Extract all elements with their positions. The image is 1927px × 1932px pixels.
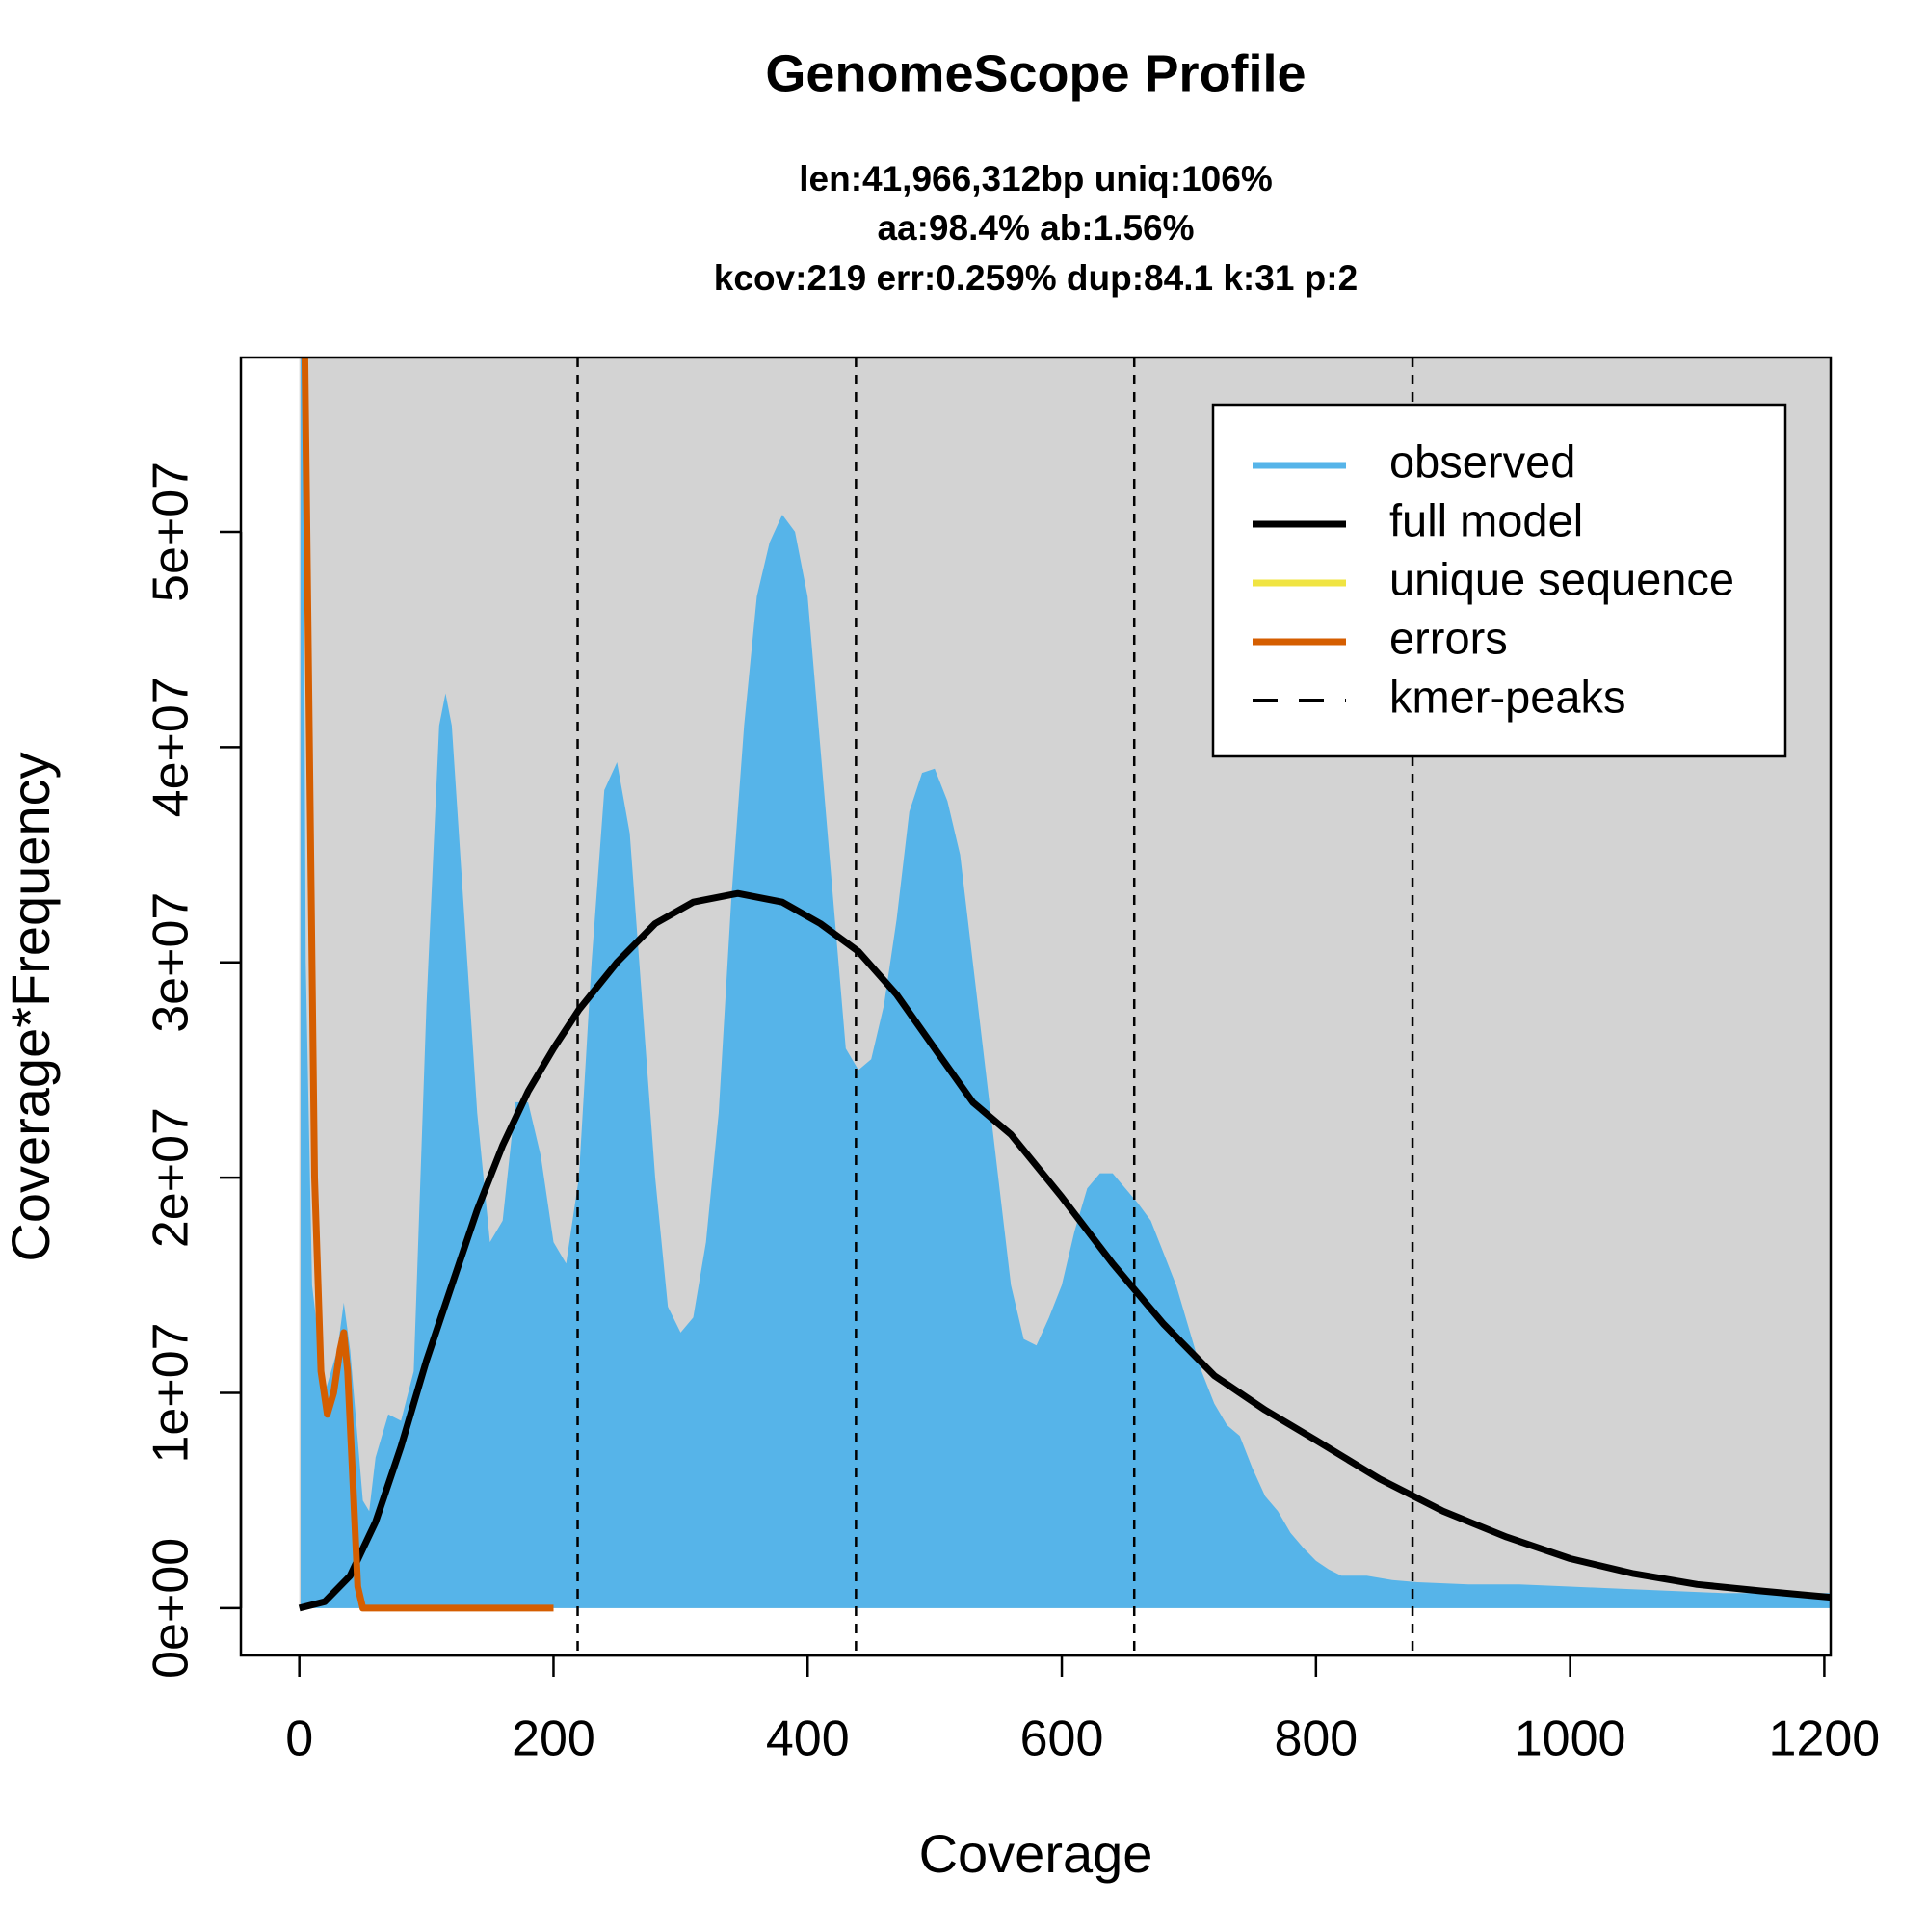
y-tick-label: 4e+07 bbox=[144, 676, 199, 817]
legend-label: kmer-peaks bbox=[1389, 671, 1626, 722]
series-line bbox=[301, 357, 554, 1612]
x-tick-label: 1200 bbox=[1769, 1711, 1881, 1767]
x-tick-label: 800 bbox=[1274, 1711, 1358, 1767]
y-tick-label: 1e+07 bbox=[144, 1322, 199, 1463]
x-tick-label: 400 bbox=[766, 1711, 850, 1767]
y-axis-label: Coverage*Frequency bbox=[0, 752, 61, 1261]
legend-label: full model bbox=[1389, 494, 1583, 545]
x-axis-label: Coverage bbox=[919, 1823, 1153, 1884]
subtitle: aa:98.4% ab:1.56% bbox=[877, 208, 1194, 248]
legend-label: errors bbox=[1389, 612, 1508, 663]
y-tick-label: 5e+07 bbox=[144, 462, 199, 602]
legend-label: observed bbox=[1389, 436, 1575, 487]
subtitle: kcov:219 err:0.259% dup:84.1 k:31 p:2 bbox=[714, 258, 1358, 298]
x-tick-label: 600 bbox=[1020, 1711, 1104, 1767]
series-line bbox=[298, 889, 1831, 1612]
subtitle: len:41,966,312bp uniq:106% bbox=[799, 159, 1272, 198]
y-tick-label: 3e+07 bbox=[144, 892, 199, 1033]
x-tick-label: 1000 bbox=[1515, 1711, 1626, 1767]
legend-label: unique sequence bbox=[1389, 553, 1734, 604]
y-tick-label: 0e+00 bbox=[144, 1538, 199, 1679]
y-tick-label: 2e+07 bbox=[144, 1107, 199, 1248]
plot-area bbox=[298, 357, 1831, 1655]
x-tick-label: 0 bbox=[285, 1711, 313, 1767]
chart-title: GenomeScope Profile bbox=[765, 44, 1306, 102]
observed-area bbox=[301, 357, 1831, 1608]
x-tick-label: 200 bbox=[512, 1711, 595, 1767]
